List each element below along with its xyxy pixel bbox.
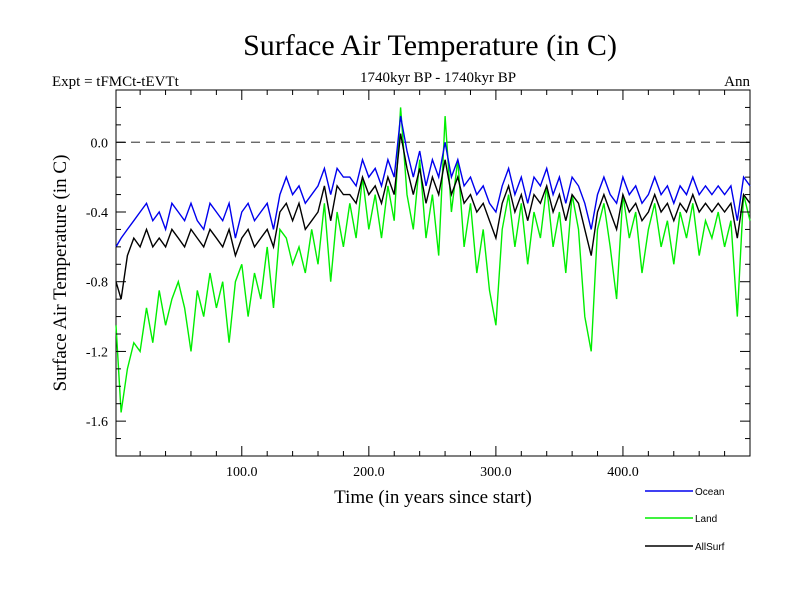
y-tick-label: -0.8: [86, 276, 108, 291]
legend-label-land: Land: [695, 514, 717, 525]
x-axis-label: Time (in years since start): [334, 487, 532, 508]
legend-label-allsurf: AllSurf: [695, 542, 725, 553]
legend-label-ocean: Ocean: [695, 487, 724, 498]
series-group: [115, 107, 751, 413]
y-axis-label: Surface Air Temperature (in C): [50, 155, 71, 392]
series-line-land: [115, 107, 751, 413]
period-label: 1740kyr BP - 1740kyr BP: [360, 70, 516, 86]
y-tick-label: -0.4: [86, 206, 108, 221]
y-tick-label: 0.0: [91, 136, 109, 151]
y-tick-label: -1.6: [86, 415, 108, 430]
y-tick-labels: 0.0 -0.4 -0.8 -1.2 -1.6: [86, 136, 108, 430]
chart-title: Surface Air Temperature (in C): [243, 29, 617, 62]
plot-frame: [115, 89, 751, 457]
axis-ticks: [116, 89, 751, 457]
x-tick-label: 300.0: [480, 465, 512, 480]
series-line-allsurf: [115, 133, 751, 300]
experiment-label: Expt = tFMCt-tEVTt: [52, 74, 180, 90]
y-tick-label: -1.2: [86, 345, 108, 360]
series-line-ocean: [115, 115, 751, 248]
season-label: Ann: [724, 74, 750, 90]
legend: Ocean Land AllSurf: [645, 487, 725, 553]
x-tick-label: 200.0: [353, 465, 385, 480]
x-tick-label: 100.0: [226, 465, 258, 480]
x-tick-labels: 100.0 200.0 300.0 400.0: [226, 465, 639, 480]
x-tick-label: 400.0: [607, 465, 639, 480]
